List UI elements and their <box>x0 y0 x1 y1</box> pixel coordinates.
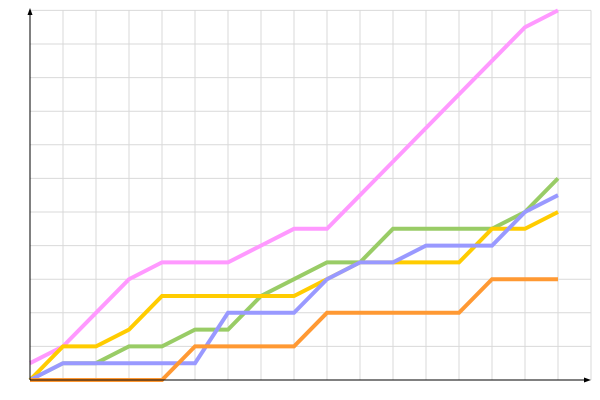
y-axis-arrow <box>27 8 33 15</box>
series-line-3 <box>28 210 559 382</box>
axes <box>27 8 591 383</box>
grid <box>30 9 592 380</box>
series-line-2 <box>29 176 560 382</box>
series-line-4 <box>29 193 559 382</box>
series-line-1 <box>29 8 559 365</box>
x-axis-arrow <box>584 377 591 383</box>
